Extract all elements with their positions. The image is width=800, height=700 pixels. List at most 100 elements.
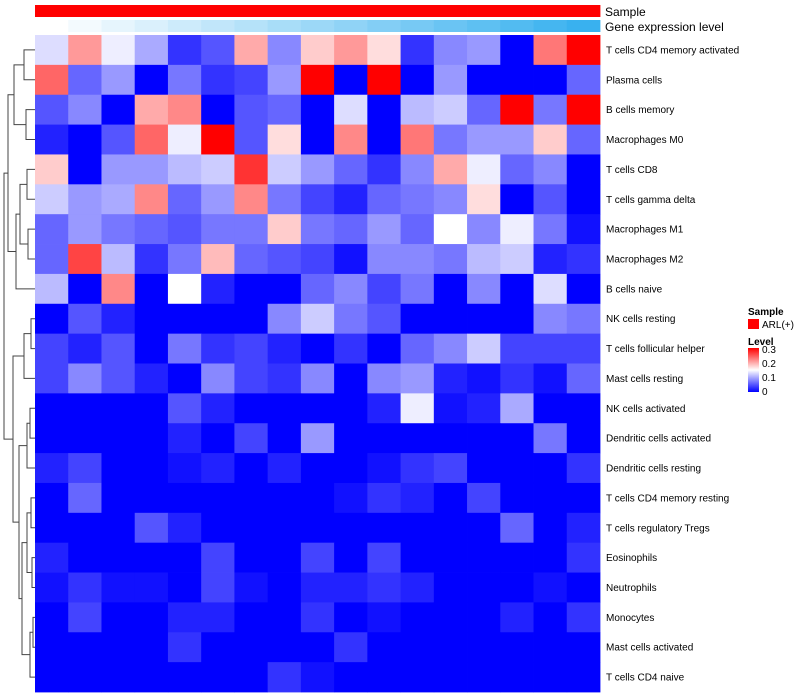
heatmap-cell — [201, 273, 235, 305]
heatmap-cell — [300, 35, 335, 66]
heatmap-cell — [167, 94, 202, 125]
heatmap-cell — [101, 572, 136, 603]
heatmap-cell — [433, 602, 468, 633]
annotation-cell-sample — [433, 5, 468, 17]
heatmap-cell — [101, 512, 136, 544]
heatmap-cell — [300, 453, 335, 484]
heatmap-cell — [367, 333, 401, 364]
heatmap-cell — [400, 542, 435, 573]
heatmap-cell — [300, 154, 335, 185]
heatmap-cell — [201, 572, 235, 603]
heatmap-cell — [500, 363, 534, 394]
heatmap-cell — [300, 512, 335, 544]
heatmap-cell — [234, 333, 269, 364]
heatmap-cell — [101, 453, 136, 484]
heatmap-cell — [334, 363, 368, 394]
heatmap-cell — [367, 423, 401, 454]
legend-color-bar — [748, 348, 759, 392]
heatmap-cell — [201, 184, 235, 215]
legend-sample-label: ARL(+) — [762, 320, 794, 331]
row-label: B cells naive — [606, 284, 663, 295]
heatmap-cell — [300, 662, 335, 693]
heatmap-cell — [433, 94, 468, 125]
heatmap-cell — [500, 453, 534, 484]
legend-tick-0-1: 0.1 — [762, 373, 776, 384]
heatmap-cell — [35, 632, 69, 663]
heatmap-cell — [134, 273, 169, 305]
heatmap-cells — [35, 35, 601, 693]
heatmap-cell — [35, 542, 69, 573]
heatmap-cell — [35, 94, 69, 125]
heatmap-cell — [533, 244, 568, 275]
heatmap-cell — [234, 572, 269, 603]
heatmap-cell — [234, 542, 269, 573]
heatmap-cell — [400, 423, 435, 454]
legend-swatch-arl — [748, 319, 759, 329]
heatmap-cell — [234, 423, 269, 454]
heatmap-cell — [101, 184, 136, 215]
heatmap-cell — [533, 662, 568, 693]
row-label: Macrophages M1 — [606, 225, 684, 236]
heatmap-cell — [467, 214, 501, 245]
heatmap-cell — [68, 542, 102, 573]
heatmap-cell — [134, 482, 169, 514]
heatmap-cell — [400, 333, 435, 364]
heatmap-cell — [234, 453, 269, 484]
heatmap-cell — [467, 602, 501, 633]
annotation-cell-sample — [134, 5, 169, 17]
heatmap-cell — [566, 453, 601, 484]
annotation-cell-expression — [101, 20, 136, 32]
heatmap-cell — [367, 64, 401, 96]
heatmap-cell — [267, 662, 302, 693]
heatmap-cell — [267, 214, 302, 245]
heatmap-cell — [334, 662, 368, 693]
heatmap-cell — [267, 333, 302, 364]
heatmap-cell — [533, 303, 568, 335]
heatmap-cell — [500, 214, 534, 245]
heatmap-cell — [234, 244, 269, 275]
heatmap-cell — [300, 542, 335, 573]
heatmap-cell — [467, 124, 501, 155]
heatmap-cell — [400, 244, 435, 275]
heatmap-cell — [300, 482, 335, 514]
row-label: Monocytes — [606, 613, 654, 624]
row-labels: T cells CD4 memory activated Plasma cells… — [606, 45, 739, 683]
legend-tick-0: 0 — [762, 387, 768, 398]
heatmap-cell — [467, 423, 501, 454]
heatmap-cell — [300, 393, 335, 424]
heatmap-cell — [101, 423, 136, 454]
heatmap-cell — [300, 184, 335, 215]
heatmap-cell — [101, 333, 136, 364]
heatmap-cell — [167, 184, 202, 215]
annotation-cell-expression — [234, 20, 269, 32]
heatmap-cell — [35, 393, 69, 424]
heatmap-cell — [533, 423, 568, 454]
heatmap-cell — [234, 512, 269, 544]
heatmap-cell — [433, 244, 468, 275]
heatmap-cell — [566, 124, 601, 155]
heatmap-cell — [234, 632, 269, 663]
heatmap-cell — [167, 572, 202, 603]
heatmap-cell — [400, 662, 435, 693]
heatmap-cell — [367, 512, 401, 544]
heatmap-cell — [267, 154, 302, 185]
heatmap-cell — [35, 184, 69, 215]
annotation-cell-sample — [68, 5, 102, 17]
heatmap-cell — [433, 35, 468, 66]
heatmap-cell — [234, 184, 269, 215]
heatmap-cell — [566, 572, 601, 603]
annotation-cell-expression — [334, 20, 368, 32]
heatmap-cell — [167, 632, 202, 663]
dendrogram-branches — [3, 49, 35, 678]
heatmap-cell — [500, 602, 534, 633]
heatmap-cell — [101, 124, 136, 155]
heatmap-cell — [267, 35, 302, 66]
heatmap-cell — [134, 423, 169, 454]
heatmap-cell — [101, 64, 136, 96]
heatmap-cell — [201, 303, 235, 335]
heatmap-cell — [500, 154, 534, 185]
heatmap-cell — [334, 94, 368, 125]
heatmap-cell — [101, 154, 136, 185]
row-label: T cells regulatory Tregs — [606, 523, 710, 534]
annotation-cell-sample — [201, 5, 235, 17]
